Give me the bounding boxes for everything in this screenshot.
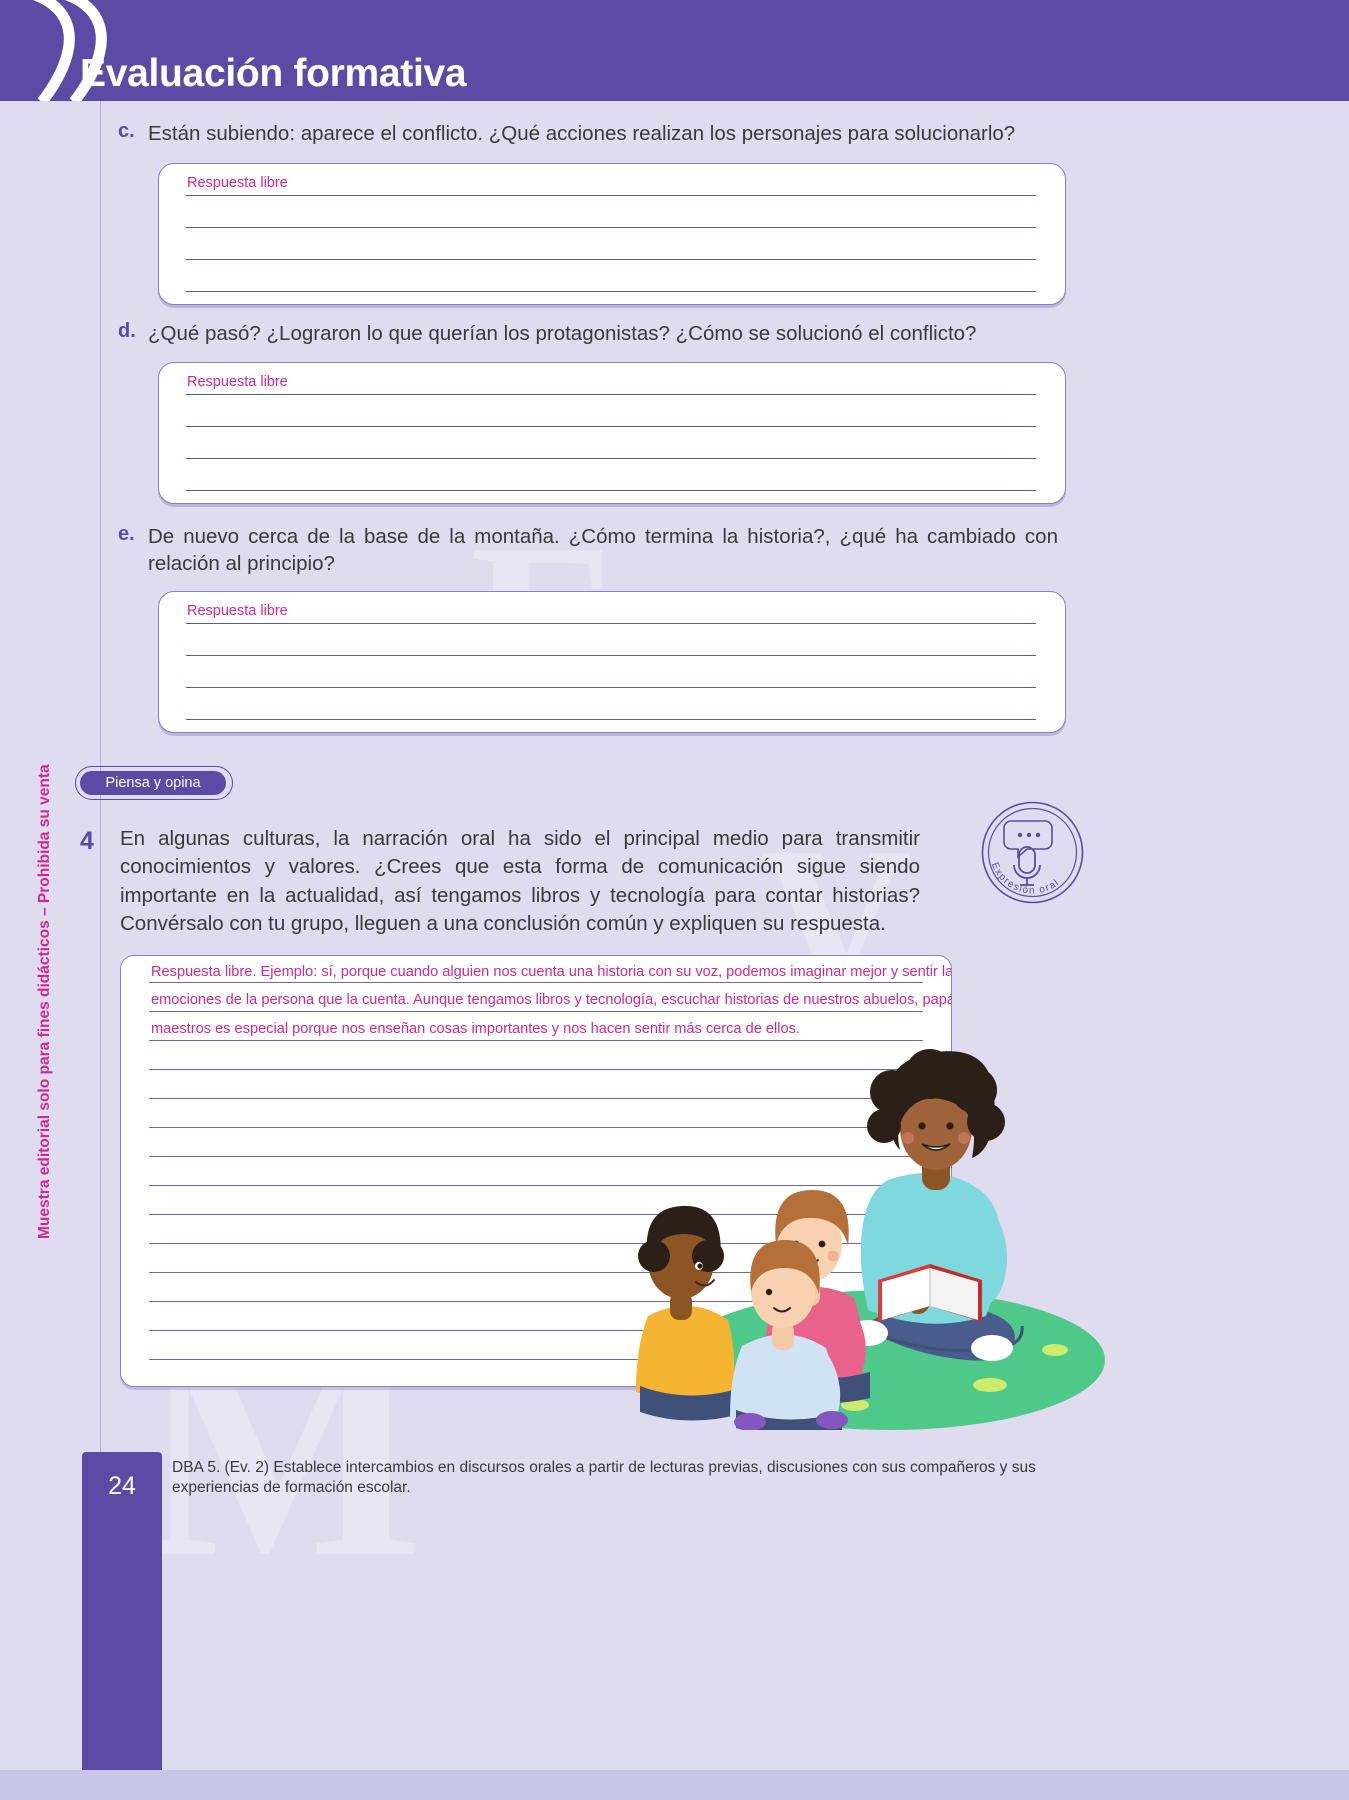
answer-placeholder-d: Respuesta libre (187, 374, 288, 390)
answer-rule (149, 982, 923, 983)
question-text-d: ¿Qué pasó? ¿Lograron lo que querían los … (148, 322, 977, 345)
question-row-c: c. Están subiendo: aparece el conflicto.… (118, 120, 1048, 147)
answer-rule (186, 490, 1036, 491)
answer-rule (149, 1156, 923, 1157)
page-number: 24 (82, 1452, 162, 1520)
answer-rule (186, 655, 1036, 656)
child-front-figure (730, 1240, 848, 1430)
answer-rule (186, 687, 1036, 688)
page-title: Evaluación formativa (80, 52, 467, 95)
answer-placeholder-e: Respuesta libre (187, 603, 288, 619)
page-body: E V M (0, 101, 1349, 1800)
question-row-d: d. ¿Qué pasó? ¿Lograron lo que querían l… (118, 320, 1048, 347)
piensa-y-opina-badge: Piensa y opina (75, 766, 235, 800)
speech-bubble-icon (1003, 820, 1053, 859)
answer-placeholder-c: Respuesta libre (187, 175, 288, 191)
child-left-figure (636, 1205, 740, 1421)
question-letter-c: c. (118, 120, 135, 142)
question-text-c: Están subiendo: aparece el conflicto. ¿Q… (148, 122, 1016, 145)
answer-rule (186, 291, 1036, 292)
answer-rule (149, 1272, 923, 1273)
answer-rule (149, 1011, 923, 1012)
open-book (878, 1264, 982, 1322)
answer-rule (149, 1185, 923, 1186)
answer-rule (149, 1040, 923, 1041)
question-text-e: De nuevo cerca de la base de la montaña.… (148, 525, 1058, 576)
answer-box-c[interactable]: Respuesta libre (158, 163, 1066, 305)
dba-footer-text: DBA 5. (Ev. 2) Establece intercambios en… (172, 1458, 1082, 1497)
bottom-strip (0, 1770, 1349, 1800)
badge-label: Piensa y opina (80, 771, 226, 795)
answer-rule (149, 1330, 923, 1331)
answer-rule (149, 1243, 923, 1244)
teacher-reading-to-children-illustration (636, 1049, 1105, 1430)
answer-box-e[interactable]: Respuesta libre (158, 591, 1066, 733)
answer-rule (186, 259, 1036, 260)
answer-box-d[interactable]: Respuesta libre (158, 362, 1066, 504)
answer-rule (186, 623, 1036, 624)
answer-rule (149, 1069, 923, 1070)
question-letter-e: e. (118, 523, 135, 545)
question-letter-d: d. (118, 320, 136, 342)
answer-rule (186, 227, 1036, 228)
expresion-oral-seal: Expresión oral (981, 801, 1084, 904)
double-arc-icon (32, 0, 107, 104)
microphone-icon (1013, 846, 1041, 886)
footer-left-block (82, 1520, 162, 1800)
badge-outline (75, 766, 233, 800)
dba-line-1: DBA 5. (Ev. 2) Establece intercambios en… (172, 1459, 996, 1476)
answer-rule (186, 426, 1036, 427)
answer-rule (186, 195, 1036, 196)
answer-rule (149, 1098, 923, 1099)
question-row-e: e. De nuevo cerca de la base de la monta… (118, 523, 1066, 577)
editorial-note: Muestra editorial solo para fines didáct… (36, 764, 53, 1239)
answer-rule (149, 1127, 923, 1128)
answer-rule (149, 1359, 923, 1360)
answer-rule (149, 1214, 923, 1215)
activity-number-4: 4 (80, 827, 94, 855)
answer-rule (186, 458, 1036, 459)
header-band (0, 0, 1349, 104)
answer-rule (186, 394, 1036, 395)
activity-text-4: En algunas culturas, la narración oral h… (120, 827, 920, 935)
dba-line-2: y sus experiencias de formación escolar. (172, 1459, 1036, 1496)
handwritten-line: emociones de la persona que la cuenta. A… (151, 992, 952, 1008)
answer-rule (186, 719, 1036, 720)
handwritten-line: Respuesta libre. Ejemplo: sí, porque cua… (151, 964, 952, 980)
handwritten-line: maestros es especial porque nos enseñan … (151, 1021, 800, 1037)
answer-rule (149, 1301, 923, 1302)
